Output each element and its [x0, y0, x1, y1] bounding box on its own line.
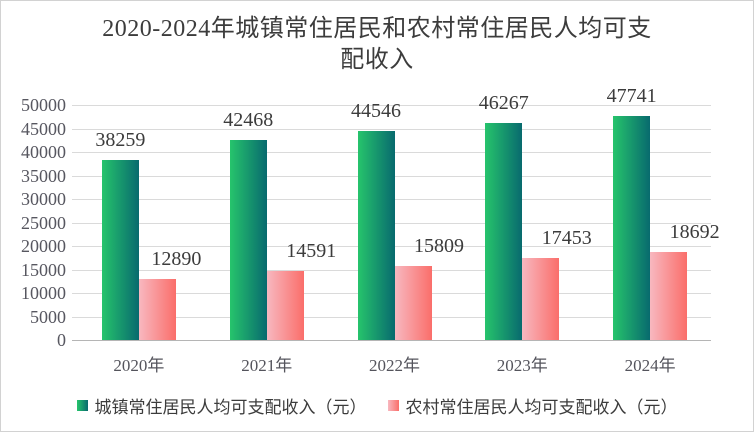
bar-urban: [485, 122, 523, 340]
bar-rural: [522, 257, 560, 340]
y-axis-tick-label: 40000: [21, 142, 66, 162]
data-label: 38259: [95, 129, 146, 152]
y-axis-tick-label: 10000: [21, 283, 66, 303]
data-label: 44546: [351, 99, 401, 122]
y-axis-tick-label: 20000: [21, 236, 66, 256]
data-label: 42468: [223, 109, 274, 132]
x-axis-category-label: 2020年: [113, 356, 165, 375]
legend-item-urban: 城镇常住居民人均可支配收入（元）: [76, 393, 367, 418]
data-label: 15809: [414, 234, 464, 257]
x-axis-category-label: 2022年: [369, 356, 420, 375]
bar-urban: [613, 115, 651, 340]
y-axis-tick-label: 50000: [21, 95, 66, 115]
y-axis-tick-label: 45000: [21, 118, 66, 139]
gridline: [72, 105, 711, 106]
bar-urban: [101, 160, 139, 340]
x-axis-category-label: 2024年: [624, 356, 676, 375]
legend-label: 城镇常住居民人均可支配收入（元）: [94, 397, 367, 417]
data-label: 18692: [669, 221, 720, 244]
legend: 城镇常住居民人均可支配收入（元） 农村常住居民人均可支配收入（元）: [1, 393, 753, 418]
bar-rural: [266, 271, 304, 340]
bar-rural: [394, 265, 432, 340]
data-label: 46267: [478, 91, 529, 114]
y-axis-tick-label: 25000: [21, 212, 66, 233]
legend-item-rural: 农村常住居民人均可支配收入（元）: [387, 393, 678, 418]
x-axis-category-label: 2023年: [496, 356, 548, 375]
bar-urban: [229, 140, 267, 340]
y-axis-tick-label: 5000: [30, 306, 66, 327]
legend-swatch-rural-icon: [387, 399, 399, 411]
y-axis-tick-label: 0: [57, 330, 66, 350]
y-axis-tick-label: 35000: [21, 165, 66, 186]
bar-urban: [357, 130, 395, 340]
legend-label: 农村常住居民人均可支配收入（元）: [405, 397, 678, 417]
data-label: 14591: [286, 240, 337, 263]
y-axis-tick-label: 15000: [21, 259, 66, 280]
data-label: 17453: [541, 226, 592, 249]
data-label: 12890: [151, 248, 202, 271]
bar-rural: [138, 279, 176, 340]
x-axis-line: [72, 340, 711, 341]
chart-title: 2020-2024年城镇常住居民和农村常住居民人均可支配收入: [102, 16, 652, 73]
legend-swatch-urban-icon: [76, 399, 88, 411]
x-axis-category-label: 2021年: [241, 356, 293, 375]
bar-rural: [650, 252, 688, 340]
y-axis-tick-label: 30000: [21, 189, 66, 209]
data-label: 47741: [606, 84, 657, 107]
gridline: [72, 128, 711, 130]
